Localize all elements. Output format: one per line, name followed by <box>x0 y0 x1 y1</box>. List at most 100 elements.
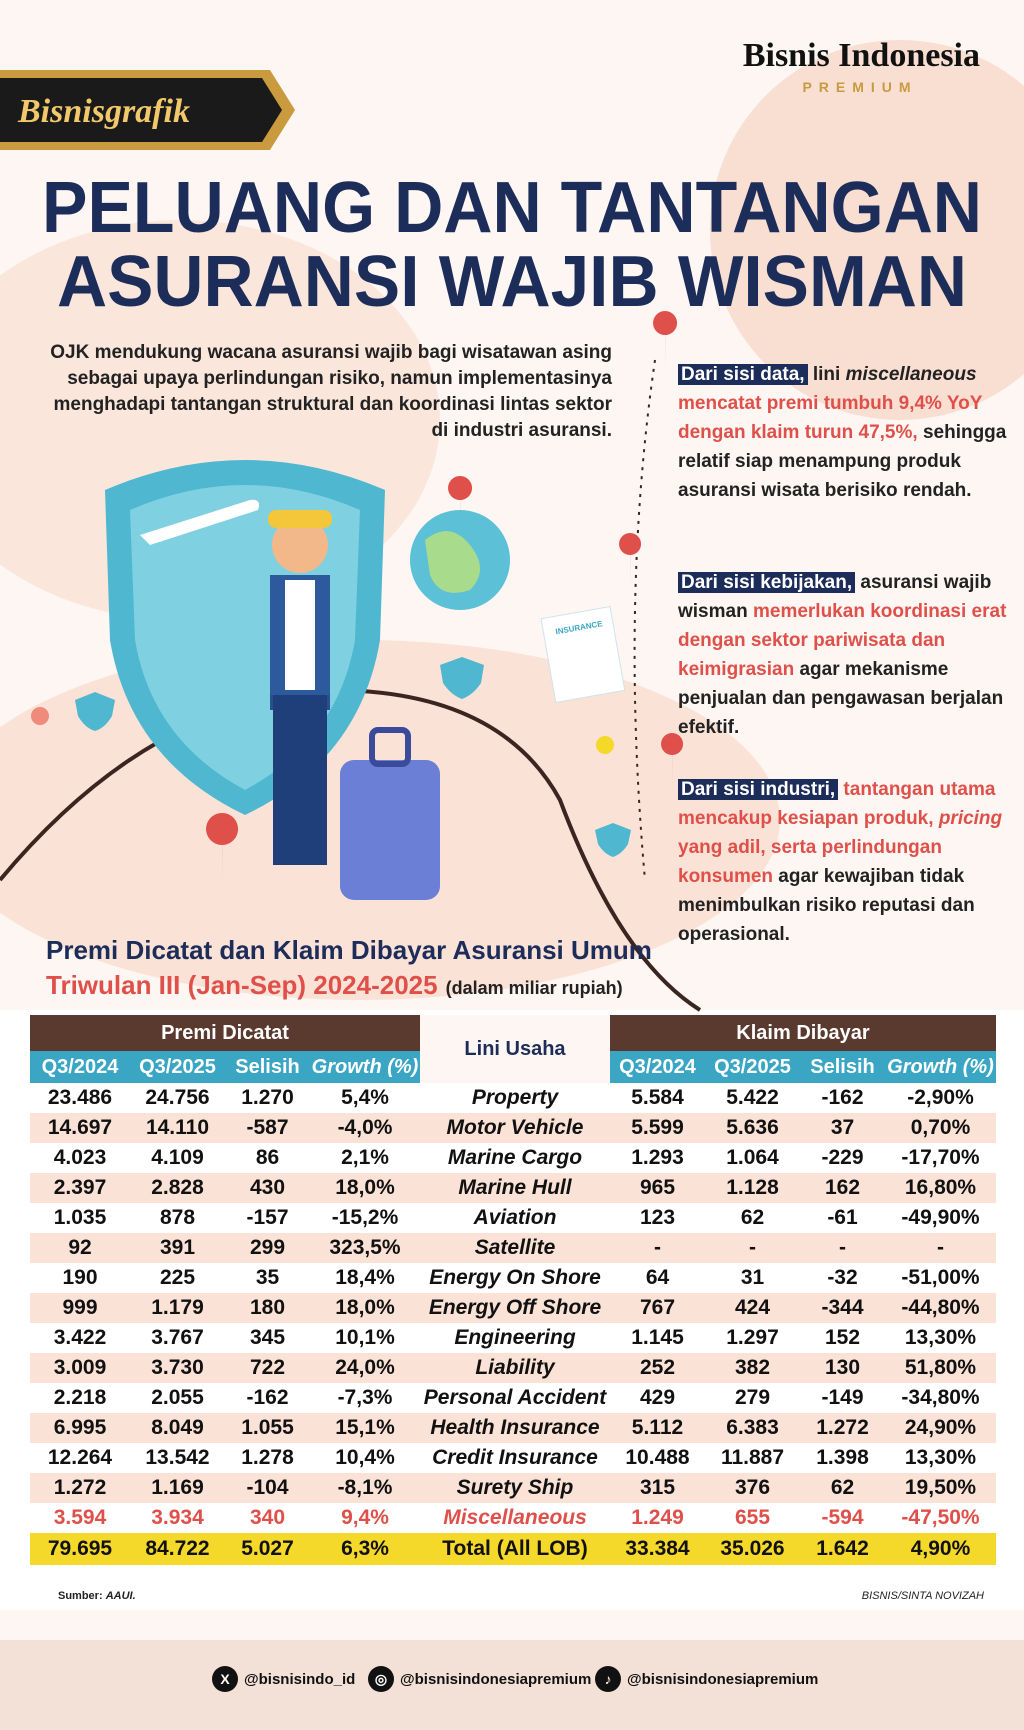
table-subtitle: Triwulan III (Jan-Sep) 2024-2025 (dalam m… <box>46 970 623 1001</box>
run: memerlukan koordinasi erat dengan sektor… <box>678 601 1007 680</box>
total-cell: 79.695 <box>30 1533 130 1565</box>
source-text: AAUI. <box>105 1590 136 1602</box>
logo-sub: PREMIUM <box>802 79 917 95</box>
cell: -594 <box>821 1506 864 1529</box>
cell: 3.934 <box>151 1506 204 1529</box>
cell: 1.179 <box>130 1293 225 1323</box>
row: 2.218 2.055 -162 -7,3% Personal Accident 429 2… <box>30 1383 996 1413</box>
run: Dari sisi data, <box>678 364 808 385</box>
run: agar kewajiban tidak menimbulkan risiko … <box>678 866 975 945</box>
cell: -32 <box>827 1266 858 1289</box>
cell: 299 <box>225 1233 310 1263</box>
cell: 391 <box>130 1233 225 1263</box>
table-title: Premi Dicatat dan Klaim Dibayar Asuransi… <box>46 935 652 965</box>
cell: 64 <box>645 1266 670 1289</box>
cell: - <box>885 1233 996 1263</box>
cell: 5.422 <box>726 1086 779 1109</box>
cell: -229 <box>821 1146 864 1169</box>
row: 92 391 299 323,5% Satellite - - - - <box>30 1233 996 1263</box>
cell: 1.249 <box>631 1506 684 1529</box>
cell: 315 <box>610 1473 705 1503</box>
brand: Bisnisgrafik <box>17 93 190 130</box>
cell: 62 <box>800 1473 885 1503</box>
cell: 10,4% <box>335 1446 395 1469</box>
cell: 18,4% <box>335 1266 395 1289</box>
cell: 430 <box>225 1173 310 1203</box>
line-name: Miscellaneous <box>443 1506 587 1529</box>
row: 999 1.179 180 18,0% Energy Off Shore 767 424 -3… <box>30 1293 996 1323</box>
cell: 1.278 <box>241 1446 294 1469</box>
point: Dari sisi data, lini miscellaneous menca… <box>678 360 1008 505</box>
run: Dari sisi industri, <box>678 779 839 800</box>
line-name: Marine Hull <box>420 1173 610 1203</box>
column-header: Growth (%) <box>885 1051 996 1083</box>
handle: @bisnisindonesiapremium <box>627 1670 819 1688</box>
cell: 5.636 <box>705 1113 800 1143</box>
social: ♪ @bisnisindonesiapremium <box>595 1666 818 1692</box>
cell: 4.023 <box>53 1146 107 1169</box>
cell: -51,00% <box>901 1266 980 1289</box>
cell: -157 <box>246 1206 289 1229</box>
icon-instagram: ◎ <box>368 1666 394 1692</box>
mini-shield <box>75 692 115 731</box>
run: agar mekanisme penjualan dan pengawasan … <box>678 659 1004 738</box>
total-cell: 6,3% <box>310 1533 420 1565</box>
line-name: Personal Accident <box>423 1386 607 1409</box>
cell: 13,30% <box>904 1446 977 1469</box>
land <box>425 531 480 593</box>
row: 1.272 1.169 -104 -8,1% Surety Ship 315 376 62 19… <box>30 1473 996 1503</box>
handle: @bisnisindonesiapremium <box>400 1670 592 1688</box>
cell: 190 <box>62 1266 98 1289</box>
line-name: Motor Vehicle <box>420 1113 610 1143</box>
run: asuransi wajib wisman <box>678 572 992 622</box>
cell: 62 <box>740 1206 765 1229</box>
total-row: 79.695 84.722 5.027 6,3% Total (All LOB) 33.3… <box>30 1533 996 1565</box>
cell: 424 <box>705 1293 800 1323</box>
cell: 14.697 <box>30 1113 130 1143</box>
cell: 279 <box>734 1386 771 1409</box>
total-cell: 4,90% <box>885 1533 996 1565</box>
total-cell: 35.026 <box>705 1533 800 1565</box>
cell: 1.035 <box>53 1206 107 1229</box>
row: 14.697 14.110 -587 -4,0% Motor Vehicle 5.599 5… <box>30 1113 996 1143</box>
brand-ribbon-inner <box>0 78 282 142</box>
line-name: Energy Off Shore <box>420 1293 610 1323</box>
cell: 225 <box>159 1266 196 1289</box>
cell: - <box>610 1233 705 1263</box>
social: ◎ @bisnisindonesiapremium <box>368 1666 591 1692</box>
curve <box>0 687 702 1012</box>
cell: 18,0% <box>310 1293 420 1323</box>
mini-shield <box>595 823 631 857</box>
cell: 162 <box>800 1173 885 1203</box>
cell: 9,4% <box>341 1506 389 1529</box>
cell: 180 <box>225 1293 310 1323</box>
cell: -44,80% <box>885 1293 996 1323</box>
cell: 11.887 <box>720 1446 785 1469</box>
cell: 1.293 <box>631 1146 684 1169</box>
run: Dari sisi kebijakan, <box>678 572 856 593</box>
cell: 1.064 <box>726 1146 779 1169</box>
cell: 13,30% <box>904 1326 977 1349</box>
cell: 2.828 <box>130 1173 225 1203</box>
line-name: Credit Insurance <box>432 1446 598 1469</box>
cell: 86 <box>255 1146 280 1169</box>
cell: 878 <box>159 1206 196 1229</box>
cell: 382 <box>705 1353 800 1383</box>
cell: 12.264 <box>47 1446 113 1469</box>
cell: -8,1% <box>310 1473 420 1503</box>
cell: -7,3% <box>337 1386 393 1409</box>
cell: -15,2% <box>331 1206 399 1229</box>
cell: 965 <box>610 1173 705 1203</box>
cell: 24,90% <box>885 1413 996 1443</box>
cell: 3.730 <box>130 1353 225 1383</box>
subtitle: Triwulan III (Jan-Sep) 2024-2025 <box>46 970 438 1000</box>
title-line: PELUANG DAN TANTANGAN <box>42 168 982 248</box>
source: Sumber: AAUI. <box>58 1590 136 1602</box>
column-header: Q3/2025 <box>130 1051 225 1083</box>
cell: 722 <box>225 1353 310 1383</box>
pins <box>206 311 684 890</box>
blob <box>710 40 1024 420</box>
icon-x: X <box>212 1666 238 1692</box>
intro: OJK mendukung wacana asuransi wajib bagi… <box>50 342 612 441</box>
hat <box>268 510 332 528</box>
